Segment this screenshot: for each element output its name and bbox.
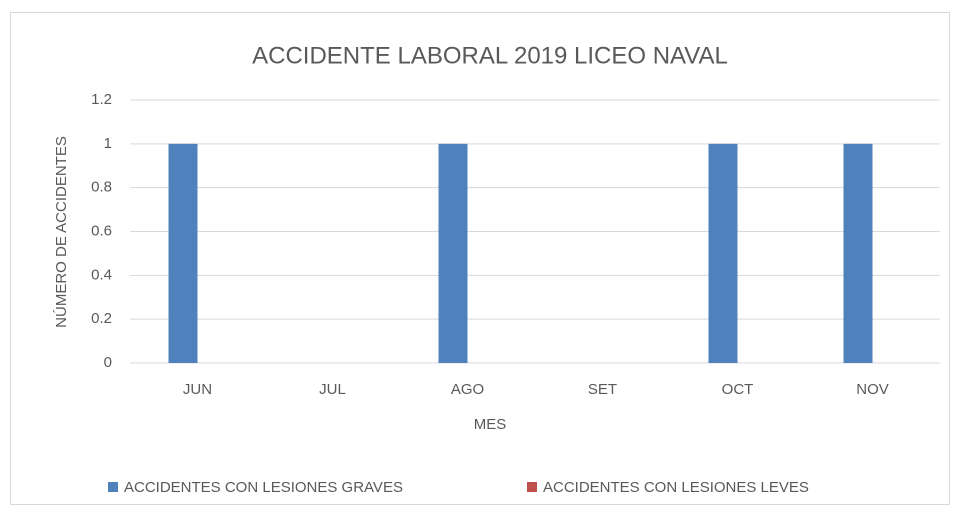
legend-label: ACCIDENTES CON LESIONES GRAVES [124, 479, 403, 496]
bar [708, 143, 738, 363]
legend-swatch [527, 482, 537, 492]
x-tick-label: JUL [319, 381, 346, 398]
chart-title: ACCIDENTE LABORAL 2019 LICEO NAVAL [252, 42, 728, 69]
y-tick-label: 0.4 [91, 266, 112, 283]
y-tick-label: 0.8 [91, 179, 112, 196]
x-axis-label: MES [474, 416, 507, 433]
x-tick-label: AGO [451, 381, 484, 398]
y-tick-label: 0 [104, 354, 112, 371]
x-tick-label: OCT [722, 381, 754, 398]
legend-swatch [108, 482, 118, 492]
chart-frame [10, 12, 950, 505]
y-axis-label: NÚMERO DE ACCIDENTES [53, 136, 70, 328]
legend-label: ACCIDENTES CON LESIONES LEVES [543, 479, 809, 496]
y-tick-label: 0.6 [91, 222, 112, 239]
x-tick-label: JUN [183, 381, 212, 398]
bar [843, 143, 873, 363]
y-tick-label: 1 [104, 135, 112, 152]
bar [168, 143, 198, 363]
x-tick-label: SET [588, 381, 617, 398]
y-tick-label: 1.2 [91, 91, 112, 108]
bar [438, 143, 468, 363]
y-tick-label: 0.2 [91, 310, 112, 327]
x-tick-label: NOV [856, 381, 889, 398]
